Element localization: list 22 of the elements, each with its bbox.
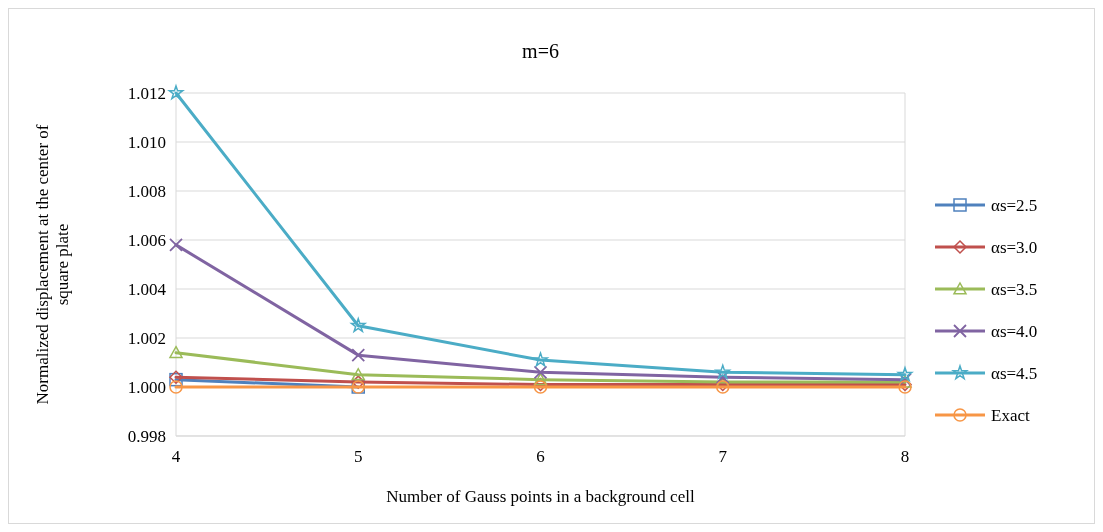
y-tick-label: 1.002 [127,328,166,348]
legend-label: αs=2.5 [991,195,1038,215]
y-tick-label: 1.004 [127,279,167,299]
x-axis-title: Number of Gauss points in a background cell [386,487,695,506]
legend-label: αs=3.5 [991,279,1038,299]
x-tick-label: 6 [536,447,545,466]
y-axis-title: Normalized displacement at the center of square plate [33,124,73,405]
legend-label: αs=4.5 [991,363,1038,383]
y-tick-label: 1.008 [127,181,166,201]
y-tick-label: 1.000 [127,377,166,397]
x-tick-label: 7 [718,447,728,466]
x-tick-label: 5 [354,447,363,466]
legend-label: αs=4.0 [991,321,1038,341]
y-tick-label: 1.012 [127,83,166,103]
y-tick-label: 1.010 [127,132,166,152]
y-tick-label: 1.006 [127,230,166,250]
legend-label: Exact [991,405,1030,425]
x-tick-label: 4 [171,447,181,466]
y-tick-label: 0.998 [127,426,166,446]
legend-label: αs=3.0 [991,237,1038,257]
chart-title: m=6 [522,40,559,62]
x-tick-label: 8 [900,447,910,466]
